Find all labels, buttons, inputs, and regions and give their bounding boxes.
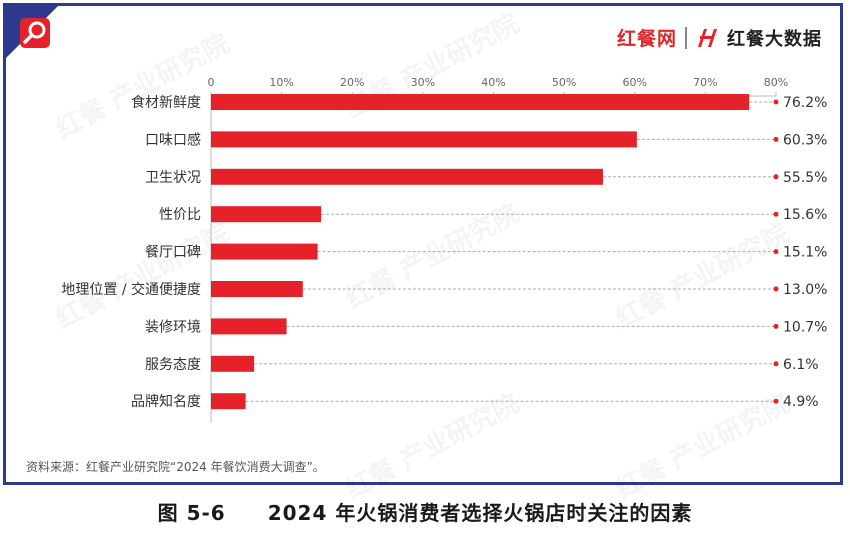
figure-caption: 图 5-6 2024 年火锅消费者选择火锅店时关注的因素: [157, 501, 693, 525]
category-label: 装修环境: [145, 319, 201, 335]
value-marker: [773, 323, 779, 329]
category-label: 服务态度: [145, 357, 201, 373]
x-tick-label: 40%: [481, 76, 505, 89]
category-label: 地理位置 / 交通便捷度: [61, 281, 201, 298]
data-label: 60.3%: [783, 132, 827, 148]
category-label: 食材新鲜度: [131, 94, 201, 111]
bar: [211, 243, 318, 260]
brand-separator: [685, 26, 687, 49]
bar: [211, 206, 322, 223]
category-label: 卫生状况: [145, 170, 201, 186]
bar: [211, 281, 303, 297]
brand-name-bigdata: 红餐大数据: [727, 28, 822, 50]
x-tick-label: 50%: [552, 76, 576, 89]
data-label: 4.9%: [783, 394, 819, 410]
source-note: 资料来源：红餐产业研究院“2024 年餐饮消费大调查”。: [26, 460, 325, 474]
value-marker: [773, 174, 779, 180]
brand-name-hongcan: 红餐网: [616, 28, 677, 50]
data-label: 76.2%: [783, 95, 827, 111]
category-label: 性价比: [159, 207, 201, 223]
x-tick-label: 70%: [693, 76, 717, 89]
x-tick-label: 10%: [269, 76, 293, 89]
category-label: 餐厅口碑: [145, 245, 201, 261]
x-tick-label: 80%: [764, 76, 788, 89]
data-label: 6.1%: [783, 357, 819, 373]
search-logo-icon: [6, 6, 58, 58]
x-tick-label: 60%: [623, 76, 647, 89]
bigdata-logo-icon: [698, 28, 717, 47]
value-marker: [773, 286, 779, 292]
value-marker: [773, 398, 779, 404]
brand-header: 红餐网 红餐大数据: [617, 24, 822, 51]
category-label: 品牌知名度: [131, 393, 201, 410]
chart-frame: 红餐网 红餐大数据 红餐 产业研究院 红餐 产业研究院 红餐 产业研究院 红餐 …: [3, 3, 843, 505]
bar: [211, 318, 287, 335]
bar: [211, 393, 246, 410]
bar: [211, 94, 750, 110]
x-tick-label: 20%: [340, 76, 364, 89]
bar: [211, 131, 637, 148]
value-marker: [773, 211, 779, 217]
bar-chart: 0 10% 20% 30% 40% 50% 60% 70% 80% 食材新鲜度 76.2% 口味口感 6…: [61, 76, 827, 423]
value-marker: [773, 136, 779, 142]
data-label: 15.1%: [783, 245, 827, 261]
value-marker: [773, 361, 779, 367]
category-label: 口味口感: [145, 131, 201, 148]
data-label: 55.5%: [783, 170, 827, 186]
bar: [211, 168, 603, 185]
value-marker: [773, 249, 779, 255]
bar: [211, 355, 255, 372]
value-marker: [773, 99, 779, 105]
x-tick-label: 0: [208, 76, 215, 89]
data-label: 10.7%: [783, 319, 827, 335]
x-tick-label: 30%: [411, 76, 435, 89]
data-label: 15.6%: [783, 207, 827, 223]
data-label: 13.0%: [783, 282, 827, 298]
